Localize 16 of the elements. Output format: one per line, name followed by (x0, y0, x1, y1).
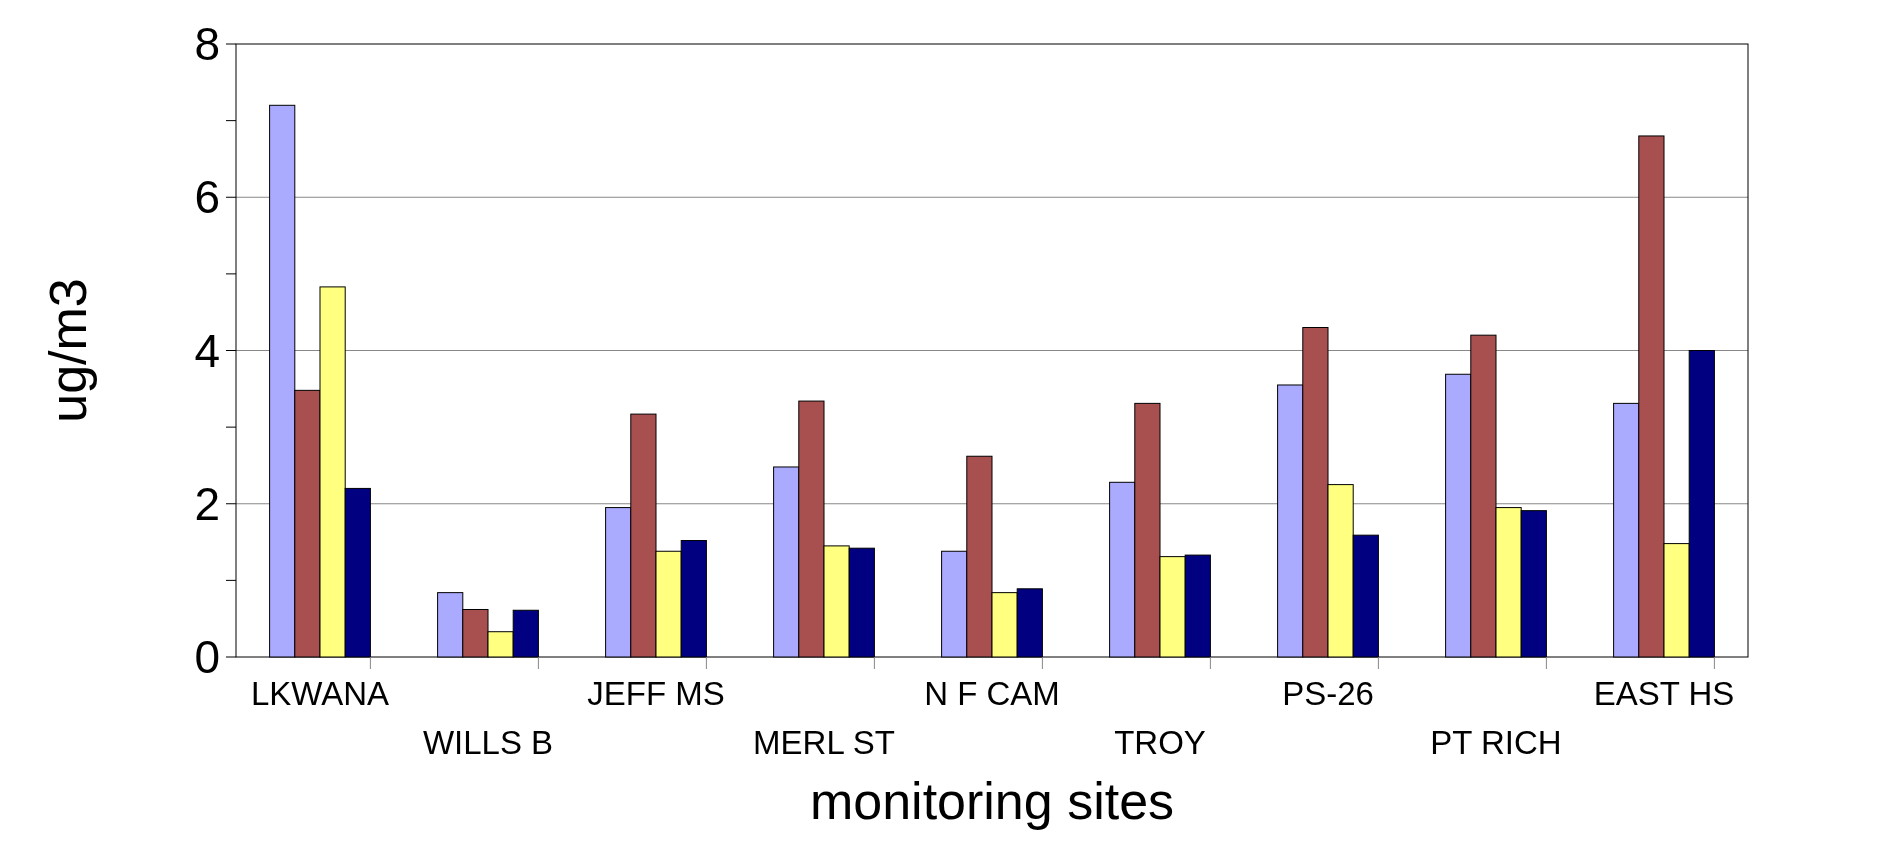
x-tick-label: PS-26 (1282, 675, 1374, 712)
x-tick-label: TROY (1114, 724, 1206, 761)
x-tick-label: PT RICH (1430, 724, 1562, 761)
x-tick-label: WILLS B (422, 724, 554, 761)
y-tick-label: 2 (194, 477, 220, 530)
y-axis-title: ug/m3 (39, 278, 97, 423)
x-axis-title: monitoring sites (809, 772, 1175, 830)
y-tick-label: 8 (194, 18, 220, 71)
x-tick-label: LKWANA (250, 675, 390, 712)
x-tick-label: EAST HS (1593, 675, 1735, 712)
x-tick-label: MERL ST (753, 724, 895, 761)
y-tick-label: 0 (194, 631, 220, 684)
y-tick-label: 6 (194, 171, 220, 224)
y-tick-label: 4 (194, 324, 220, 377)
x-tick-label: N F CAM (924, 675, 1060, 712)
x-tick-label: JEFF MS (587, 675, 725, 712)
